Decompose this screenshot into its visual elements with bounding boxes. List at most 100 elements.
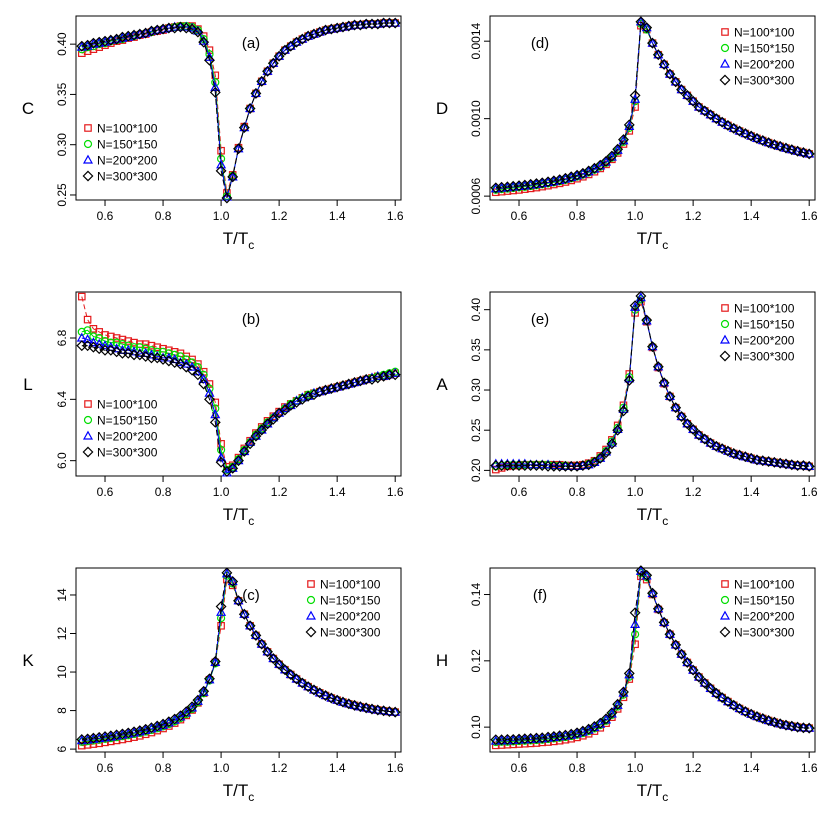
data-point <box>93 343 105 355</box>
data-point <box>631 103 639 111</box>
data-point <box>571 727 583 739</box>
x-axis-label-subscript: c <box>248 514 254 528</box>
data-point <box>734 703 746 715</box>
data-point <box>297 677 308 687</box>
data-point <box>606 707 618 719</box>
data-point <box>216 159 227 169</box>
data-point <box>774 718 786 730</box>
data-point <box>803 722 815 734</box>
data-point <box>664 68 676 80</box>
data-point <box>711 687 722 697</box>
data-point <box>676 648 687 660</box>
data-point <box>250 430 262 442</box>
data-point <box>221 567 233 579</box>
data-point <box>693 671 704 681</box>
legend-marker <box>306 595 316 605</box>
x-tick-label: 1.0 <box>213 761 230 775</box>
data-point <box>129 346 140 356</box>
data-point <box>711 440 722 450</box>
data-point <box>250 87 261 98</box>
data-point <box>274 658 285 668</box>
data-point <box>647 587 658 599</box>
data-point <box>175 358 186 370</box>
data-point <box>87 341 99 353</box>
data-point <box>204 387 215 397</box>
data-point <box>256 75 268 87</box>
data-point <box>774 140 786 152</box>
y-tick-label: 0.30 <box>469 378 483 402</box>
legend-entry: N=100*100 <box>320 578 381 592</box>
legend-marker <box>720 319 730 329</box>
data-point <box>659 616 670 626</box>
data-point <box>153 347 162 356</box>
series-N=300*300 <box>490 16 815 194</box>
data-point <box>227 576 239 587</box>
y-tick-label: 0.40 <box>55 32 69 56</box>
legend: N=100*100 N=150*150 N=200*200 N=300*300 <box>719 302 795 364</box>
data-point <box>77 327 86 336</box>
data-point <box>659 377 670 387</box>
x-axis-label: T/Tc <box>637 781 669 804</box>
data-point <box>180 706 192 718</box>
data-point <box>682 657 693 667</box>
data-point <box>285 669 297 680</box>
data-point <box>372 18 384 30</box>
data-point <box>635 565 647 577</box>
x-tick-label: 1.4 <box>743 209 760 223</box>
x-tick-label: 0.6 <box>97 209 114 223</box>
data-point <box>600 447 612 459</box>
data-point <box>705 682 716 692</box>
data-point <box>105 34 117 46</box>
legend-entry: N=200*200 <box>734 334 795 348</box>
data-point <box>87 732 99 744</box>
legend-marker <box>719 626 731 638</box>
data-point <box>88 337 99 347</box>
data-point <box>198 378 210 390</box>
data-point <box>641 570 652 580</box>
data-point <box>606 438 618 450</box>
legend-marker <box>305 626 317 638</box>
data-point <box>268 653 279 663</box>
data-point <box>256 75 267 85</box>
panel-label: (c) <box>242 587 260 604</box>
x-tick-label: 1.2 <box>685 485 702 499</box>
legend-entry: N=300*300 <box>97 170 158 184</box>
data-point <box>389 706 401 718</box>
y-tick-label: 0.0006 <box>469 177 483 214</box>
data-point <box>163 355 175 367</box>
x-tick-label: 1.4 <box>743 761 760 775</box>
data-point <box>716 692 728 704</box>
data-point <box>699 677 711 689</box>
data-point <box>268 57 279 67</box>
data-point <box>600 155 612 167</box>
panel-f: 0.6 0.8 1.0 1.2 1.4 1.6 0.10 0.12 0.14 H T/Tc (f) N=… <box>436 565 818 804</box>
data-point <box>548 730 560 742</box>
data-point <box>325 383 337 395</box>
legend-marker <box>719 334 731 344</box>
y-tick-label: 0.14 <box>469 583 483 607</box>
data-point <box>693 429 704 439</box>
data-point <box>238 608 250 620</box>
x-tick-label: 1.2 <box>271 485 288 499</box>
data-point <box>157 23 169 35</box>
y-tick-label: 6.0 <box>55 452 69 469</box>
data-point <box>83 315 92 324</box>
legend: N=100*100 N=150*150 N=200*200 N=300*300 <box>82 398 158 460</box>
legend-marker <box>719 58 731 68</box>
data-point <box>612 698 624 710</box>
data-point <box>180 361 192 373</box>
data-point <box>739 128 751 140</box>
data-point <box>239 122 250 132</box>
data-point <box>501 181 513 193</box>
data-point <box>763 137 775 149</box>
legend: N=100*100 N=150*150 N=200*200 N=300*300 <box>719 26 795 88</box>
x-tick-label: 1.4 <box>329 209 346 223</box>
x-axis-label-subscript: c <box>662 514 668 528</box>
data-point <box>82 334 93 344</box>
data-point <box>262 418 273 430</box>
data-point <box>204 393 215 405</box>
x-axis-label-subscript: c <box>662 238 668 252</box>
legend-entry: N=100*100 <box>734 302 795 316</box>
data-point <box>647 37 658 47</box>
data-point <box>734 449 746 461</box>
